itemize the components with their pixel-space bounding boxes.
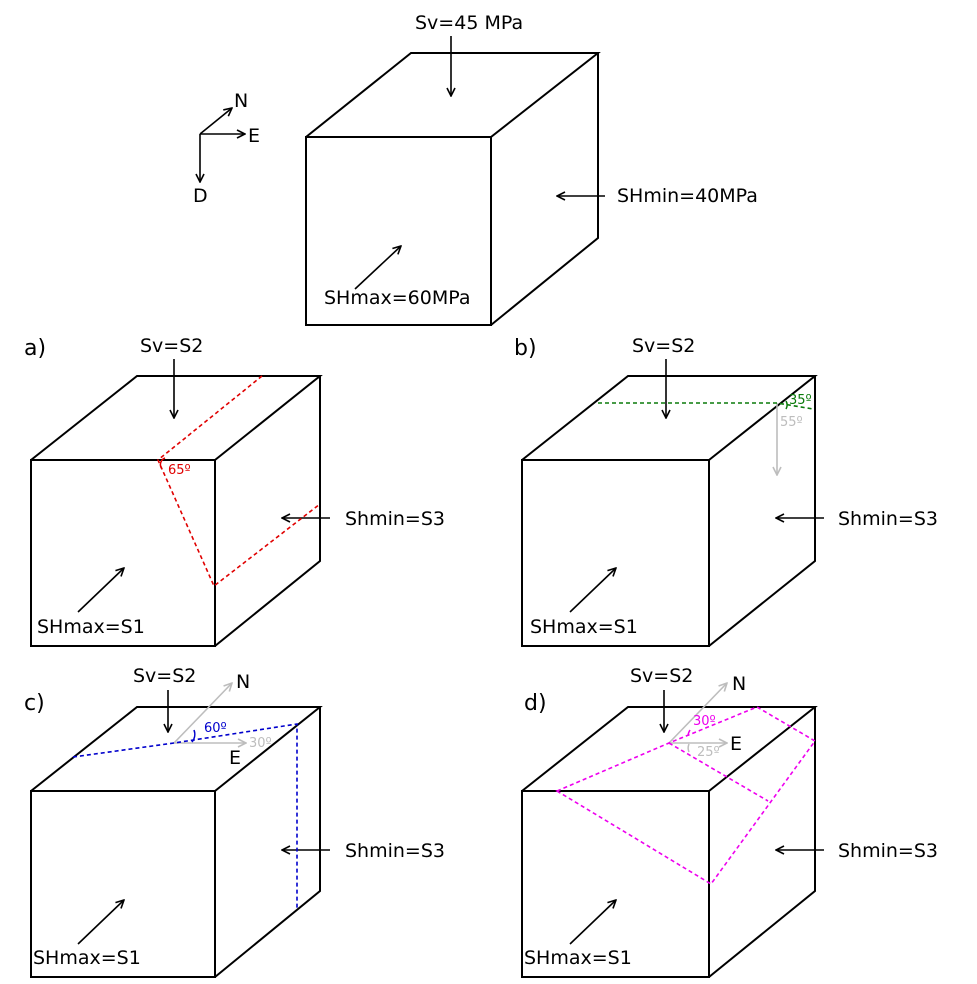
- panel-a-shmax-label: SHmax=S1: [37, 616, 145, 638]
- panel-d-dip-angle: 30º: [693, 714, 716, 729]
- compass-east-label: E: [248, 125, 260, 147]
- panel-d-north-label: N: [732, 673, 746, 695]
- panel-d-north-arrow: [668, 683, 727, 744]
- top-cube-edges: [305, 52, 601, 326]
- panel-c-shmax-arrow: [77, 900, 124, 945]
- panel-d-sv-label: Sv=S2: [630, 665, 693, 687]
- panel-c-shmin-label: Shmin=S3: [345, 840, 445, 862]
- panel-b-dip-angle: 35º: [789, 393, 812, 408]
- panel-d-shmax-label: SHmax=S1: [524, 947, 632, 969]
- panel-b-complement-angle: 55º: [780, 415, 803, 430]
- compass-north-label: N: [234, 90, 248, 112]
- shmax-arrow: [354, 246, 401, 290]
- compass-north-arrow: [199, 108, 232, 135]
- panel-d-shmax-arrow: [569, 900, 616, 945]
- panel-b-cube-edges: [521, 375, 818, 647]
- panel-a-angle-label: 65º: [168, 463, 191, 478]
- panel-b-tag: b): [514, 336, 537, 361]
- panel-b: b) 35º 55º Sv=S2 Shmin=S3 SHmax=S1: [514, 335, 938, 647]
- panel-c-north-arrow: [173, 683, 232, 744]
- panel-c-dip-angle: 60º: [204, 721, 227, 736]
- shmin-label: SHmin=40MPa: [617, 185, 758, 207]
- panel-a-cube-edges: [30, 375, 323, 647]
- panel-d-dip-arc: [687, 729, 691, 737]
- panel-d-cube-edges: [521, 706, 818, 978]
- panel-a-shmin-label: Shmin=S3: [345, 508, 445, 530]
- panel-c-sv-label: Sv=S2: [133, 665, 196, 687]
- panel-c-cube-edges: [30, 706, 323, 978]
- panel-d: d) N E 30º 25º Sv=S2 Shmin=S3 SHmax=S1: [521, 665, 938, 978]
- panel-b-shmax-arrow: [569, 568, 616, 613]
- panel-d-fault-trace: [668, 742, 769, 802]
- panel-b-angle-arc: [785, 400, 788, 410]
- panel-c-north-label: N: [236, 671, 250, 693]
- panel-b-sv-label: Sv=S2: [632, 335, 695, 357]
- panel-d-tag: d): [524, 691, 547, 716]
- panel-b-shmin-label: Shmin=S3: [838, 508, 938, 530]
- panel-c-east-label: E: [229, 747, 241, 769]
- top-cube: Sv=45 MPa SHmin=40MPa SHmax=60MPa: [305, 12, 758, 326]
- panel-d-strike-arc: [687, 743, 690, 753]
- sv-label: Sv=45 MPa: [415, 12, 523, 34]
- panel-c-tag: c): [24, 691, 45, 716]
- panel-c-strike-angle: 30º: [249, 736, 272, 751]
- compass-down-label: D: [193, 185, 208, 207]
- panel-a: a) 65º Sv=S2 Shmin=S3 SHmax=S1: [24, 335, 445, 647]
- panel-c-fault-plane: [72, 723, 298, 908]
- panel-d-shmin-label: Shmin=S3: [838, 840, 938, 862]
- panel-d-east-label: E: [730, 733, 742, 755]
- panel-d-fault-plane: [555, 706, 817, 886]
- panel-b-shmax-label: SHmax=S1: [530, 616, 638, 638]
- panel-b-fault-trace: [598, 402, 814, 410]
- panel-d-strike-angle: 25º: [697, 745, 720, 760]
- panel-a-shmax-arrow: [77, 568, 124, 613]
- shmax-label: SHmax=60MPa: [324, 287, 470, 309]
- panel-a-sv-label: Sv=S2: [140, 335, 203, 357]
- panel-c-dip-arc: [191, 729, 196, 743]
- panel-a-angle-arc: [159, 457, 166, 470]
- panel-c-shmax-label: SHmax=S1: [33, 947, 141, 969]
- panel-a-fault-plane: [157, 375, 321, 588]
- panel-a-tag: a): [24, 336, 46, 361]
- panel-c: c) N E 60º 30º Sv=S2 Shmin=S3 SHmax=S1: [24, 665, 445, 978]
- compass: N E D: [193, 90, 260, 207]
